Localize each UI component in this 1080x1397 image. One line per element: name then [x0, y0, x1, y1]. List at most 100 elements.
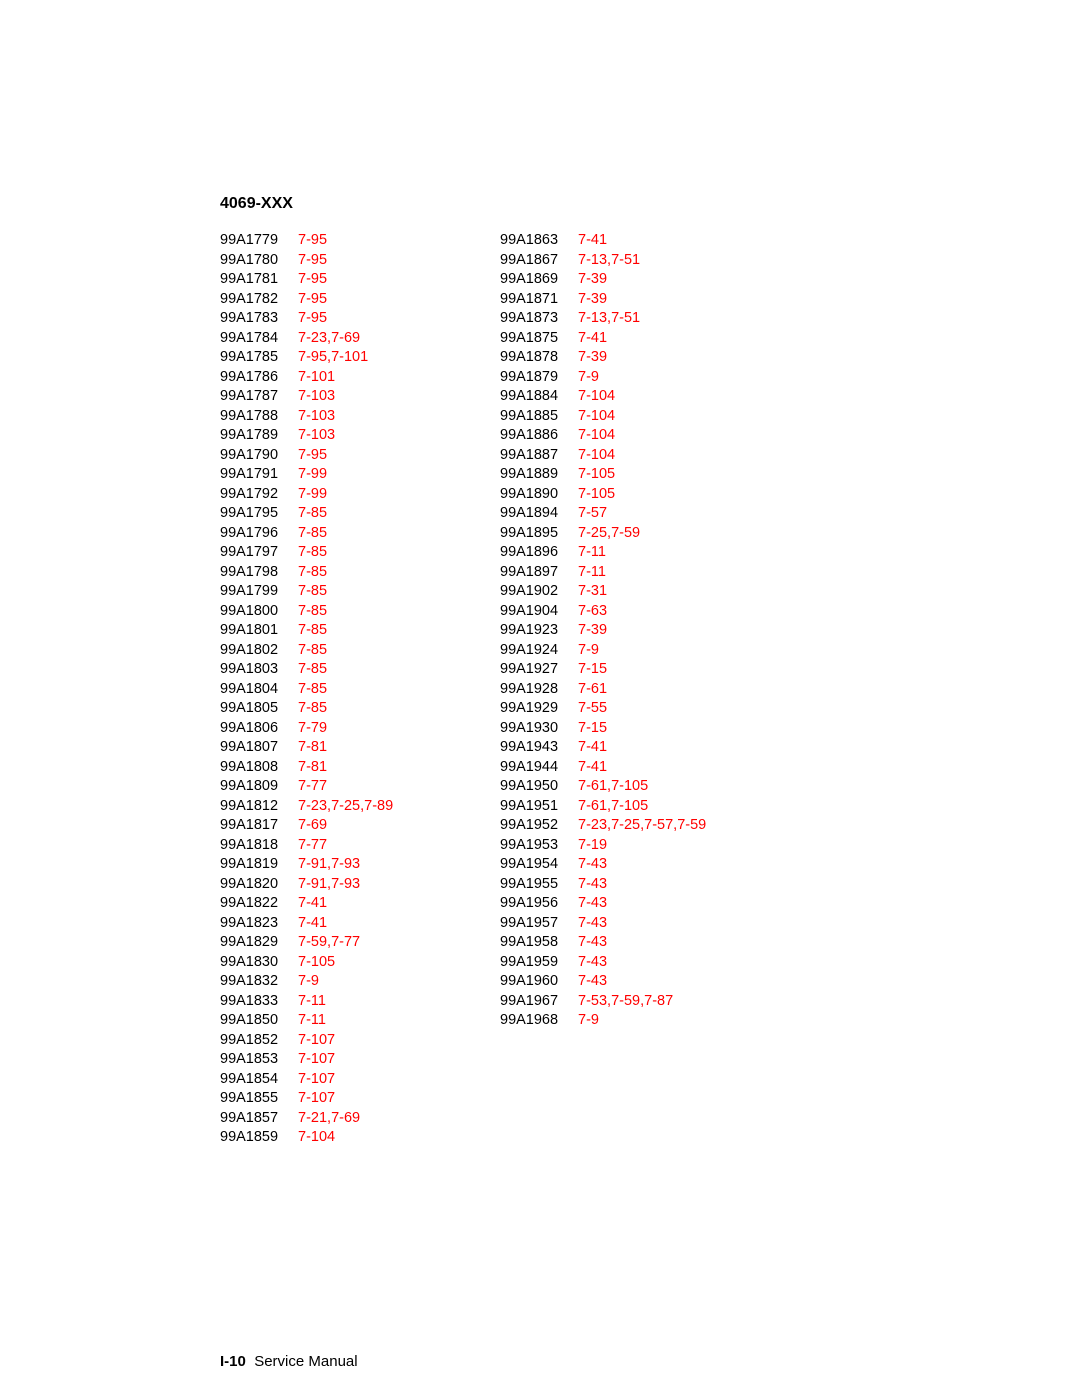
page-ref-link[interactable]: 7-19 — [578, 836, 607, 856]
page-ref-link[interactable]: 7-104 — [578, 426, 615, 446]
page-ref-link[interactable]: 7-39 — [578, 348, 607, 368]
page-ref-link[interactable]: 7-55 — [578, 699, 607, 719]
page-ref-link[interactable]: 7-41 — [298, 894, 327, 914]
page-ref-link[interactable]: 7-23 — [578, 816, 607, 836]
page-ref-link[interactable]: 7-95 — [298, 348, 327, 368]
page-ref-link[interactable]: 7-25 — [611, 816, 640, 836]
page-ref-link[interactable]: 7-9 — [298, 972, 319, 992]
page-ref-link[interactable]: 7-105 — [611, 797, 648, 817]
page-ref-link[interactable]: 7-77 — [298, 836, 327, 856]
page-ref-link[interactable]: 7-107 — [298, 1050, 335, 1070]
page-ref-link[interactable]: 7-95 — [298, 309, 327, 329]
page-ref-link[interactable]: 7-77 — [298, 777, 327, 797]
page-ref-link[interactable]: 7-39 — [578, 621, 607, 641]
page-ref-link[interactable]: 7-93 — [331, 875, 360, 895]
page-ref-link[interactable]: 7-9 — [578, 1011, 599, 1031]
page-ref-link[interactable]: 7-43 — [578, 875, 607, 895]
page-ref-link[interactable]: 7-69 — [331, 329, 360, 349]
page-ref-link[interactable]: 7-21 — [298, 1109, 327, 1129]
page-ref-link[interactable]: 7-85 — [298, 680, 327, 700]
page-ref-link[interactable]: 7-101 — [298, 368, 335, 388]
page-ref-link[interactable]: 7-91 — [298, 855, 327, 875]
page-ref-link[interactable]: 7-11 — [578, 563, 606, 583]
page-ref-link[interactable]: 7-69 — [298, 816, 327, 836]
page-ref-link[interactable]: 7-91 — [298, 875, 327, 895]
page-ref-link[interactable]: 7-85 — [298, 621, 327, 641]
page-ref-link[interactable]: 7-43 — [578, 953, 607, 973]
page-ref-link[interactable]: 7-85 — [298, 641, 327, 661]
page-ref-link[interactable]: 7-13 — [578, 251, 607, 271]
page-ref-link[interactable]: 7-15 — [578, 660, 607, 680]
page-ref-link[interactable]: 7-41 — [578, 738, 607, 758]
page-ref-link[interactable]: 7-51 — [611, 251, 640, 271]
page-ref-link[interactable]: 7-85 — [298, 543, 327, 563]
page-ref-link[interactable]: 7-69 — [331, 1109, 360, 1129]
page-ref-link[interactable]: 7-85 — [298, 660, 327, 680]
page-ref-link[interactable]: 7-95 — [298, 290, 327, 310]
page-ref-link[interactable]: 7-99 — [298, 485, 327, 505]
page-ref-link[interactable]: 7-59 — [298, 933, 327, 953]
page-ref-link[interactable]: 7-43 — [578, 894, 607, 914]
page-ref-link[interactable]: 7-85 — [298, 524, 327, 544]
page-ref-link[interactable]: 7-61 — [578, 797, 607, 817]
page-ref-link[interactable]: 7-101 — [331, 348, 368, 368]
page-ref-link[interactable]: 7-43 — [578, 972, 607, 992]
page-ref-link[interactable]: 7-103 — [298, 387, 335, 407]
page-ref-link[interactable]: 7-93 — [331, 855, 360, 875]
page-ref-link[interactable]: 7-11 — [298, 1011, 326, 1031]
page-ref-link[interactable]: 7-43 — [578, 914, 607, 934]
page-ref-link[interactable]: 7-11 — [298, 992, 326, 1012]
page-ref-link[interactable]: 7-103 — [298, 407, 335, 427]
page-ref-link[interactable]: 7-53 — [578, 992, 607, 1012]
page-ref-link[interactable]: 7-89 — [364, 797, 393, 817]
page-ref-link[interactable]: 7-15 — [578, 719, 607, 739]
page-ref-link[interactable]: 7-107 — [298, 1070, 335, 1090]
page-ref-link[interactable]: 7-25 — [331, 797, 360, 817]
page-ref-link[interactable]: 7-81 — [298, 738, 327, 758]
page-ref-link[interactable]: 7-107 — [298, 1031, 335, 1051]
page-ref-link[interactable]: 7-11 — [578, 543, 606, 563]
page-ref-link[interactable]: 7-59 — [611, 524, 640, 544]
page-ref-link[interactable]: 7-57 — [644, 816, 673, 836]
page-ref-link[interactable]: 7-79 — [298, 719, 327, 739]
page-ref-link[interactable]: 7-99 — [298, 465, 327, 485]
page-ref-link[interactable]: 7-57 — [578, 504, 607, 524]
page-ref-link[interactable]: 7-87 — [644, 992, 673, 1012]
page-ref-link[interactable]: 7-103 — [298, 426, 335, 446]
page-ref-link[interactable]: 7-23 — [298, 329, 327, 349]
page-ref-link[interactable]: 7-105 — [611, 777, 648, 797]
page-ref-link[interactable]: 7-95 — [298, 251, 327, 271]
page-ref-link[interactable]: 7-39 — [578, 270, 607, 290]
page-ref-link[interactable]: 7-51 — [611, 309, 640, 329]
page-ref-link[interactable]: 7-107 — [298, 1089, 335, 1109]
page-ref-link[interactable]: 7-85 — [298, 563, 327, 583]
page-ref-link[interactable]: 7-85 — [298, 602, 327, 622]
page-ref-link[interactable]: 7-59 — [677, 816, 706, 836]
page-ref-link[interactable]: 7-85 — [298, 582, 327, 602]
page-ref-link[interactable]: 7-95 — [298, 446, 327, 466]
page-ref-link[interactable]: 7-77 — [331, 933, 360, 953]
page-ref-link[interactable]: 7-105 — [578, 485, 615, 505]
page-ref-link[interactable]: 7-39 — [578, 290, 607, 310]
page-ref-link[interactable]: 7-104 — [578, 387, 615, 407]
page-ref-link[interactable]: 7-104 — [578, 446, 615, 466]
page-ref-link[interactable]: 7-85 — [298, 504, 327, 524]
page-ref-link[interactable]: 7-61 — [578, 777, 607, 797]
page-ref-link[interactable]: 7-105 — [578, 465, 615, 485]
page-ref-link[interactable]: 7-41 — [578, 758, 607, 778]
page-ref-link[interactable]: 7-61 — [578, 680, 607, 700]
page-ref-link[interactable]: 7-95 — [298, 231, 327, 251]
page-ref-link[interactable]: 7-104 — [298, 1128, 335, 1148]
page-ref-link[interactable]: 7-41 — [578, 231, 607, 251]
page-ref-link[interactable]: 7-41 — [298, 914, 327, 934]
page-ref-link[interactable]: 7-105 — [298, 953, 335, 973]
page-ref-link[interactable]: 7-13 — [578, 309, 607, 329]
page-ref-link[interactable]: 7-104 — [578, 407, 615, 427]
page-ref-link[interactable]: 7-25 — [578, 524, 607, 544]
page-ref-link[interactable]: 7-59 — [611, 992, 640, 1012]
page-ref-link[interactable]: 7-9 — [578, 641, 599, 661]
page-ref-link[interactable]: 7-43 — [578, 855, 607, 875]
page-ref-link[interactable]: 7-31 — [578, 582, 607, 602]
page-ref-link[interactable]: 7-9 — [578, 368, 599, 388]
page-ref-link[interactable]: 7-81 — [298, 758, 327, 778]
